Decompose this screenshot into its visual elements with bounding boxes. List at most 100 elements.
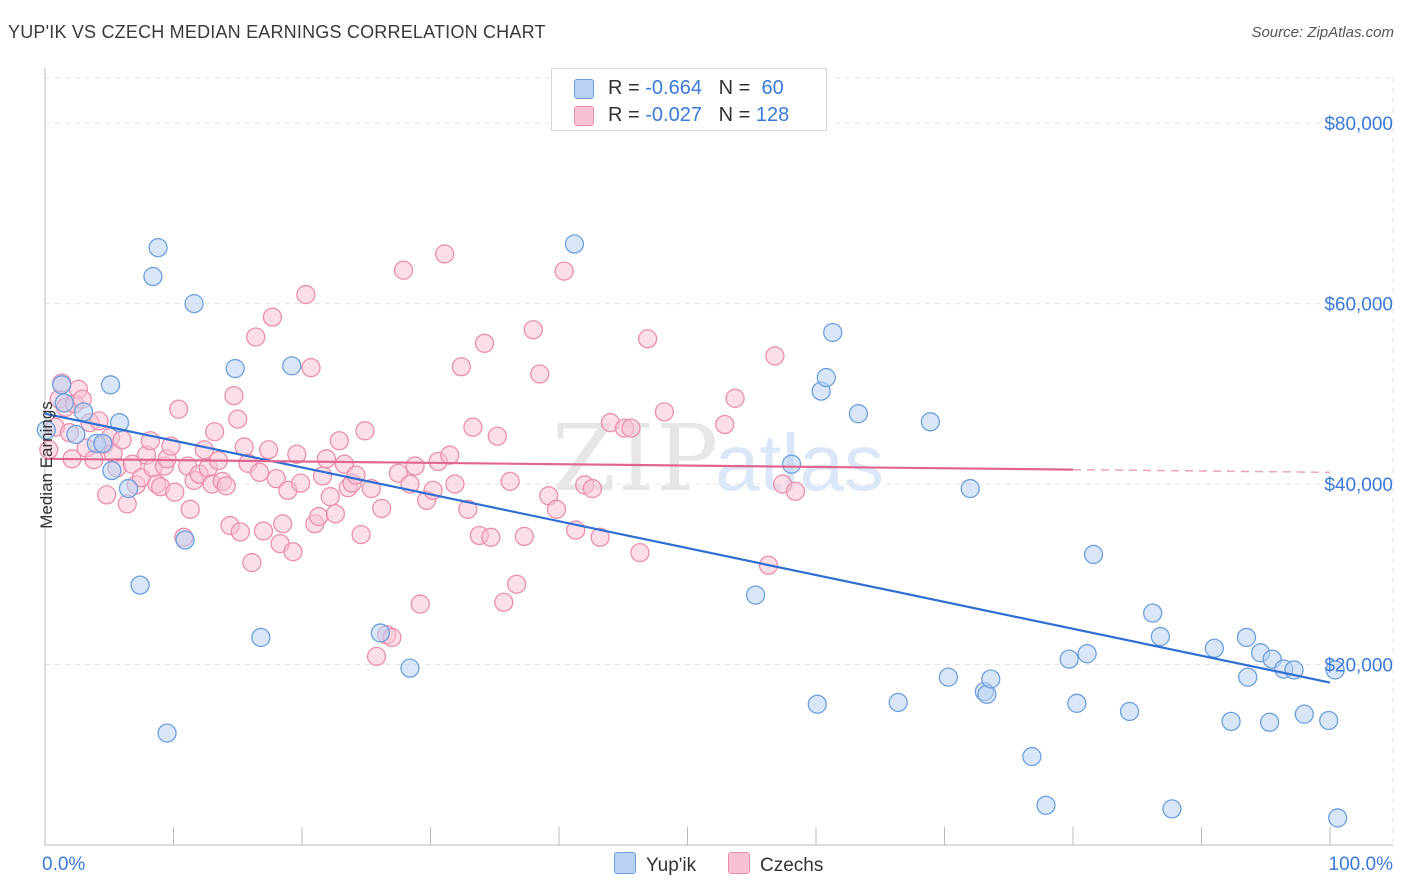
czech-point	[329, 431, 349, 451]
yupik-point	[1328, 808, 1348, 828]
czech-legend-swatch	[728, 852, 750, 874]
czech-point	[242, 552, 262, 573]
czech-point	[630, 542, 650, 563]
yupik-point	[54, 393, 74, 413]
yupik-point	[100, 375, 121, 395]
yupik-point	[1150, 626, 1171, 647]
yupik-point	[1221, 711, 1241, 732]
yupik-legend-swatch	[614, 852, 636, 874]
czech-swatch	[574, 106, 594, 126]
czech-point	[180, 499, 200, 519]
r-label: R =	[608, 104, 640, 126]
czech-point	[638, 329, 658, 349]
yupik-point	[1143, 603, 1163, 623]
czech-point	[258, 440, 279, 460]
yupik-point	[1036, 795, 1056, 815]
czech-point	[590, 527, 610, 547]
czech-point	[291, 473, 311, 493]
czech-point	[351, 524, 371, 545]
yupik-point	[1294, 704, 1314, 724]
x-tick-label-max: 100.0%	[1329, 854, 1394, 875]
legend-item-yupik: Yup'ik	[614, 852, 696, 877]
czech-point	[621, 418, 641, 438]
czech-point	[301, 358, 321, 378]
czech-point	[216, 476, 236, 496]
czech-point	[405, 456, 425, 476]
yupik-legend-label: Yup'ik	[646, 855, 697, 876]
yupik-point	[1236, 627, 1257, 648]
czech-point	[97, 485, 117, 505]
czech-point	[325, 504, 346, 524]
r-value: -0.664	[645, 77, 702, 99]
czech-point	[393, 260, 414, 280]
yupik-point	[225, 358, 245, 379]
czech-point	[355, 421, 375, 441]
yupik-point	[36, 420, 56, 440]
yupik-point	[143, 266, 163, 287]
chart-title: YUP'IK VS CZECH MEDIAN EARNINGS CORRELAT…	[8, 22, 546, 42]
yupik-point	[118, 478, 139, 499]
yupik-point	[400, 658, 420, 678]
yupik-point	[1067, 693, 1087, 713]
y-tick-label: $20,000	[1324, 656, 1393, 677]
czech-point	[230, 522, 250, 542]
czech-trend-line	[44, 457, 1074, 471]
yupik-point	[1083, 544, 1104, 565]
czech-point	[500, 471, 520, 492]
x-tick-label-min: 0.0%	[42, 854, 85, 875]
czech-point	[168, 399, 189, 419]
czech-series	[39, 244, 806, 667]
yupik-point	[1077, 644, 1097, 664]
czech-point	[494, 592, 514, 612]
yupik-point	[1204, 638, 1224, 658]
czech-point	[582, 478, 603, 499]
czech-point	[204, 422, 225, 442]
yupik-point	[1059, 649, 1079, 669]
czech-point	[266, 468, 286, 489]
czech-point	[554, 261, 574, 281]
y-tick-label: $80,000	[1324, 114, 1393, 135]
czech-point	[249, 462, 270, 482]
czech-point	[228, 409, 248, 429]
correlation-legend: R = -0.664 N = 60 R = -0.027 N = 128	[551, 68, 827, 131]
yupik-point	[93, 433, 113, 454]
czech-point	[785, 481, 806, 501]
czech-point	[487, 426, 507, 446]
y-tick-label: $60,000	[1324, 295, 1393, 316]
yupik-point	[1119, 701, 1140, 722]
yupik-point	[807, 694, 827, 714]
yupik-swatch	[574, 79, 594, 99]
czech-point	[320, 487, 340, 507]
czech-point	[474, 333, 495, 353]
czech-point	[366, 646, 387, 667]
yupik-point	[52, 375, 72, 395]
czech-point	[451, 357, 471, 377]
czech-point	[287, 444, 307, 464]
yupik-point	[102, 460, 122, 481]
czech-point	[273, 514, 293, 534]
yupik-point	[184, 293, 204, 314]
czech-point	[458, 499, 478, 519]
czech-point	[361, 478, 382, 499]
n-label: N =	[718, 77, 751, 99]
czech-point	[316, 449, 337, 469]
czech-point	[440, 445, 460, 465]
yupik-point	[823, 322, 843, 343]
yupik-point	[370, 623, 391, 643]
czech-point	[309, 506, 329, 527]
yupik-point	[781, 454, 802, 474]
yupik-point	[1319, 710, 1339, 731]
yupik-point	[73, 402, 94, 422]
czech-trend-extension	[1072, 468, 1331, 474]
czech-point	[283, 542, 303, 562]
czech-point	[765, 346, 785, 366]
yupik-point	[848, 404, 869, 424]
yupik-point	[1022, 746, 1042, 767]
czech-point	[725, 388, 745, 408]
czech-point	[410, 594, 430, 614]
czech-point	[434, 244, 455, 264]
czech-point	[165, 482, 185, 502]
czech-point	[654, 402, 675, 422]
n-value: 128	[755, 104, 790, 126]
